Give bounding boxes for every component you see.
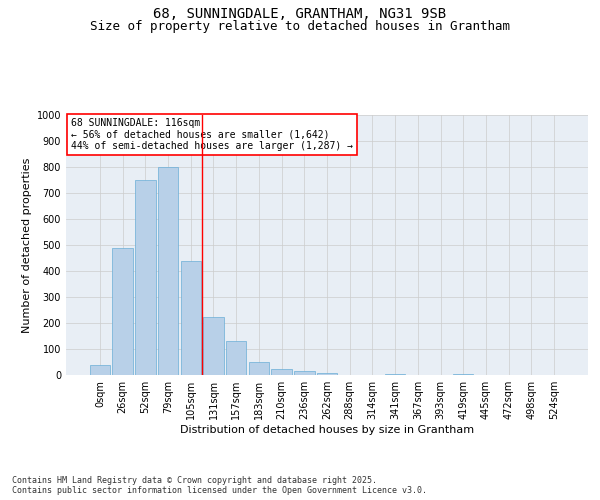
Text: 68 SUNNINGDALE: 116sqm
← 56% of detached houses are smaller (1,642)
44% of semi-: 68 SUNNINGDALE: 116sqm ← 56% of detached… [71,118,353,151]
Bar [112,248,133,375]
Bar [271,368,292,375]
Bar [203,316,224,375]
Bar [385,374,406,375]
Bar [317,373,337,375]
Bar [90,364,110,375]
X-axis label: Distribution of detached houses by size in Grantham: Distribution of detached houses by size … [180,425,474,435]
Bar [135,180,155,375]
Bar [294,371,314,375]
Text: Size of property relative to detached houses in Grantham: Size of property relative to detached ho… [90,20,510,33]
Text: Contains HM Land Registry data © Crown copyright and database right 2025.
Contai: Contains HM Land Registry data © Crown c… [12,476,427,495]
Bar [453,374,473,375]
Bar [226,341,247,375]
Bar [181,260,201,375]
Text: 68, SUNNINGDALE, GRANTHAM, NG31 9SB: 68, SUNNINGDALE, GRANTHAM, NG31 9SB [154,8,446,22]
Bar [158,167,178,375]
Bar [248,362,269,375]
Y-axis label: Number of detached properties: Number of detached properties [22,158,32,332]
